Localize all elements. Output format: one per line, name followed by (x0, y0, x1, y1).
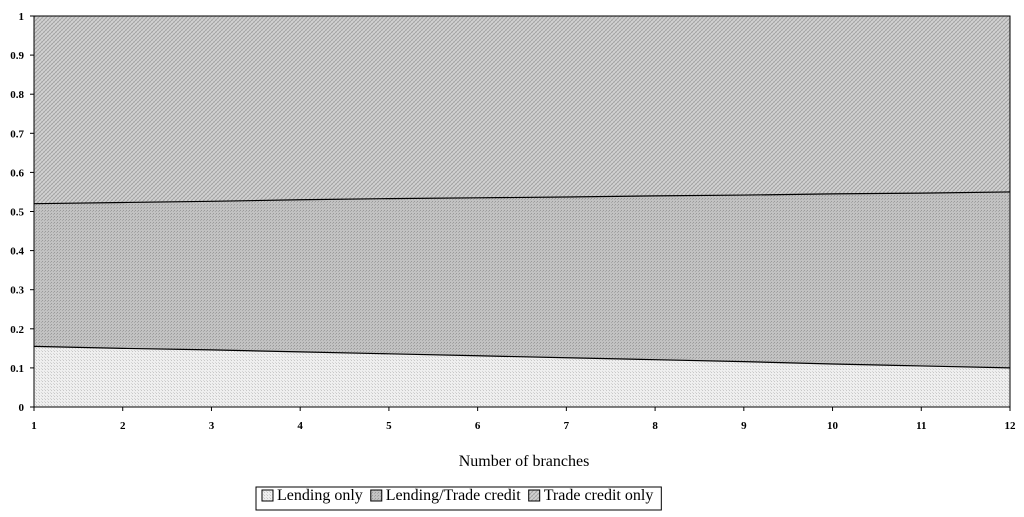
y-tick-label: 0.8 (10, 89, 24, 101)
area-layer (34, 16, 1010, 407)
x-tick-label: 10 (827, 420, 839, 432)
y-tick-label: 0.5 (10, 207, 24, 219)
y-axis: 0 0.1 0.2 0.3 0.4 0.5 0.6 0.7 0.8 0.9 1 (10, 11, 34, 414)
x-tick-label: 7 (564, 420, 570, 432)
legend-box (255, 486, 662, 511)
y-tick-label: 0 (19, 402, 25, 414)
x-tick-label: 12 (1005, 420, 1017, 432)
legend: Lending only Lending/Trade credit Trade cr… (255, 486, 662, 511)
x-tick-label: 6 (475, 420, 481, 432)
x-tick-label: 8 (652, 420, 658, 432)
x-axis: 1 2 3 4 5 6 7 8 9 10 11 12 (31, 407, 1016, 432)
boundary-lending-trade-credit (33, 191, 1011, 205)
legend-swatch-trade-credit-only (528, 489, 541, 502)
x-tick-label: 9 (741, 420, 747, 432)
x-tick-label: 4 (297, 420, 303, 432)
x-tick-label: 1 (31, 420, 37, 432)
legend-swatch-lending-trade-credit (370, 489, 383, 502)
y-tick-label: 1 (19, 11, 25, 23)
y-tick-label: 0.4 (10, 246, 24, 258)
x-tick-label: 5 (386, 420, 392, 432)
y-tick-label: 0.2 (10, 324, 24, 336)
area-lending-trade-credit (34, 191, 1010, 368)
area-trade-credit-only (34, 16, 1010, 204)
y-tick-label: 0.6 (10, 167, 24, 179)
x-axis-title: Number of branches (459, 453, 590, 470)
y-tick-label: 0.3 (10, 285, 24, 297)
legend-swatch-lending-only (261, 489, 274, 502)
x-tick-label: 3 (209, 420, 215, 432)
legend-label-trade-credit-only: Trade credit only (544, 487, 654, 504)
boundary-lending-only (33, 345, 1011, 369)
y-tick-label: 0.7 (10, 128, 24, 140)
x-tick-label: 2 (120, 420, 126, 432)
x-tick-label: 11 (916, 420, 926, 432)
legend-label-lending-trade-credit: Lending/Trade credit (386, 487, 521, 504)
y-tick-label: 0.9 (10, 50, 24, 62)
legend-label-lending-only: Lending only (277, 487, 363, 504)
y-tick-label: 0.1 (10, 363, 24, 375)
boundary-lines (33, 191, 1011, 369)
area-lending-only (34, 346, 1010, 407)
